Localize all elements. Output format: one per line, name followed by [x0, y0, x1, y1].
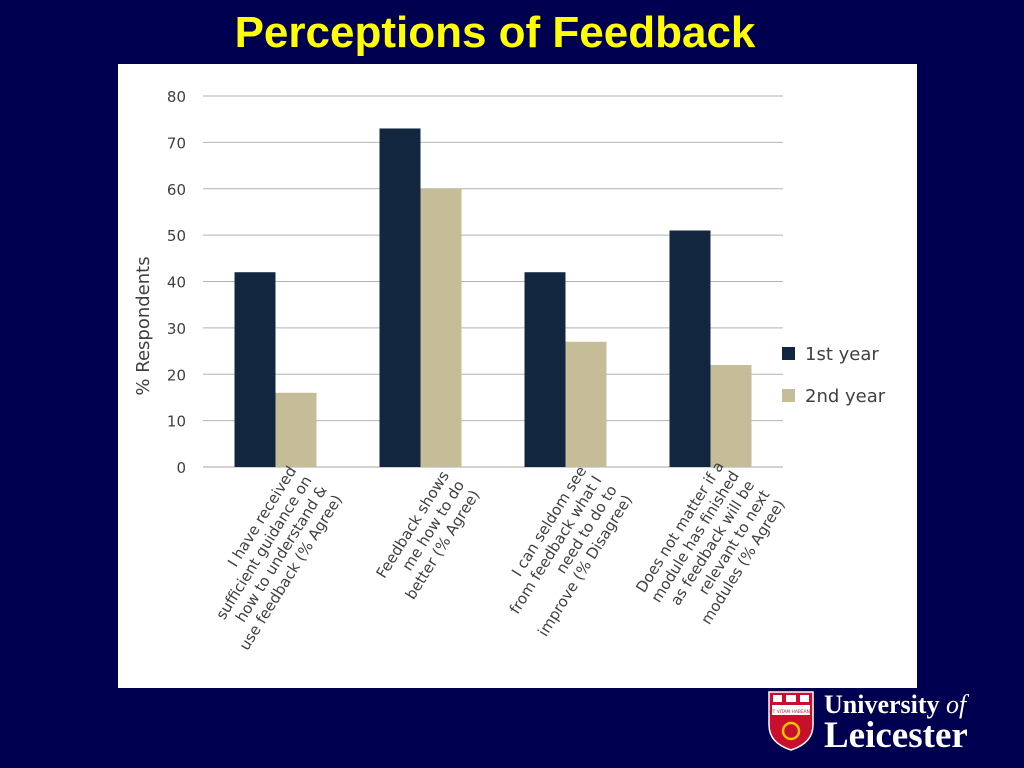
- slide-title: Perceptions of Feedback: [234, 8, 756, 57]
- x-tick-label: Feedback showsme how to dobetter (% Agre…: [371, 468, 483, 603]
- y-tick-label: 40: [167, 274, 186, 292]
- bar-series1: [379, 128, 421, 467]
- chart-panel: % Respondents 0 10 20 30 40 50 60 70 80 I have re…: [118, 64, 917, 688]
- university-logo: UT VITAM HABEANT University of Leicester: [768, 688, 1013, 756]
- logo-word-university: University of: [824, 690, 967, 719]
- bar-series1: [669, 230, 711, 467]
- y-tick-label: 20: [167, 366, 186, 384]
- legend-swatch: [782, 389, 795, 402]
- x-tick-label: I can seldom seefrom feedback what Ineed…: [488, 463, 636, 640]
- svg-text:UT VITAM HABEANT: UT VITAM HABEANT: [769, 709, 812, 715]
- y-tick-label: 50: [167, 227, 186, 245]
- x-tick-label: Does not matter if amodule has finisheda…: [632, 458, 789, 634]
- bar-chart: % Respondents 0 10 20 30 40 50 60 70 80 I have re…: [133, 88, 886, 654]
- y-tick-label: 30: [167, 320, 186, 338]
- y-tick-label: 70: [167, 134, 186, 152]
- bar-series2: [420, 188, 462, 467]
- y-tick-label: 60: [167, 181, 186, 199]
- legend-label: 1st year: [805, 344, 879, 365]
- crest-icon: UT VITAM HABEANT: [768, 691, 814, 751]
- bar-series1: [524, 272, 566, 467]
- logo-word-leicester: Leicester: [824, 715, 968, 756]
- y-tick-label: 80: [167, 88, 186, 106]
- legend-swatch: [782, 347, 795, 360]
- y-tick-label: 0: [176, 459, 186, 477]
- x-tick-label: I have receivedsufficient guidance onhow…: [190, 463, 346, 654]
- y-axis-label: % Respondents: [133, 256, 154, 395]
- bar-series2: [275, 392, 317, 467]
- legend-label: 2nd year: [805, 386, 886, 407]
- bar-series2: [565, 341, 607, 467]
- bar-series1: [234, 272, 276, 467]
- bar-series2: [710, 364, 752, 467]
- y-tick-label: 10: [167, 413, 186, 431]
